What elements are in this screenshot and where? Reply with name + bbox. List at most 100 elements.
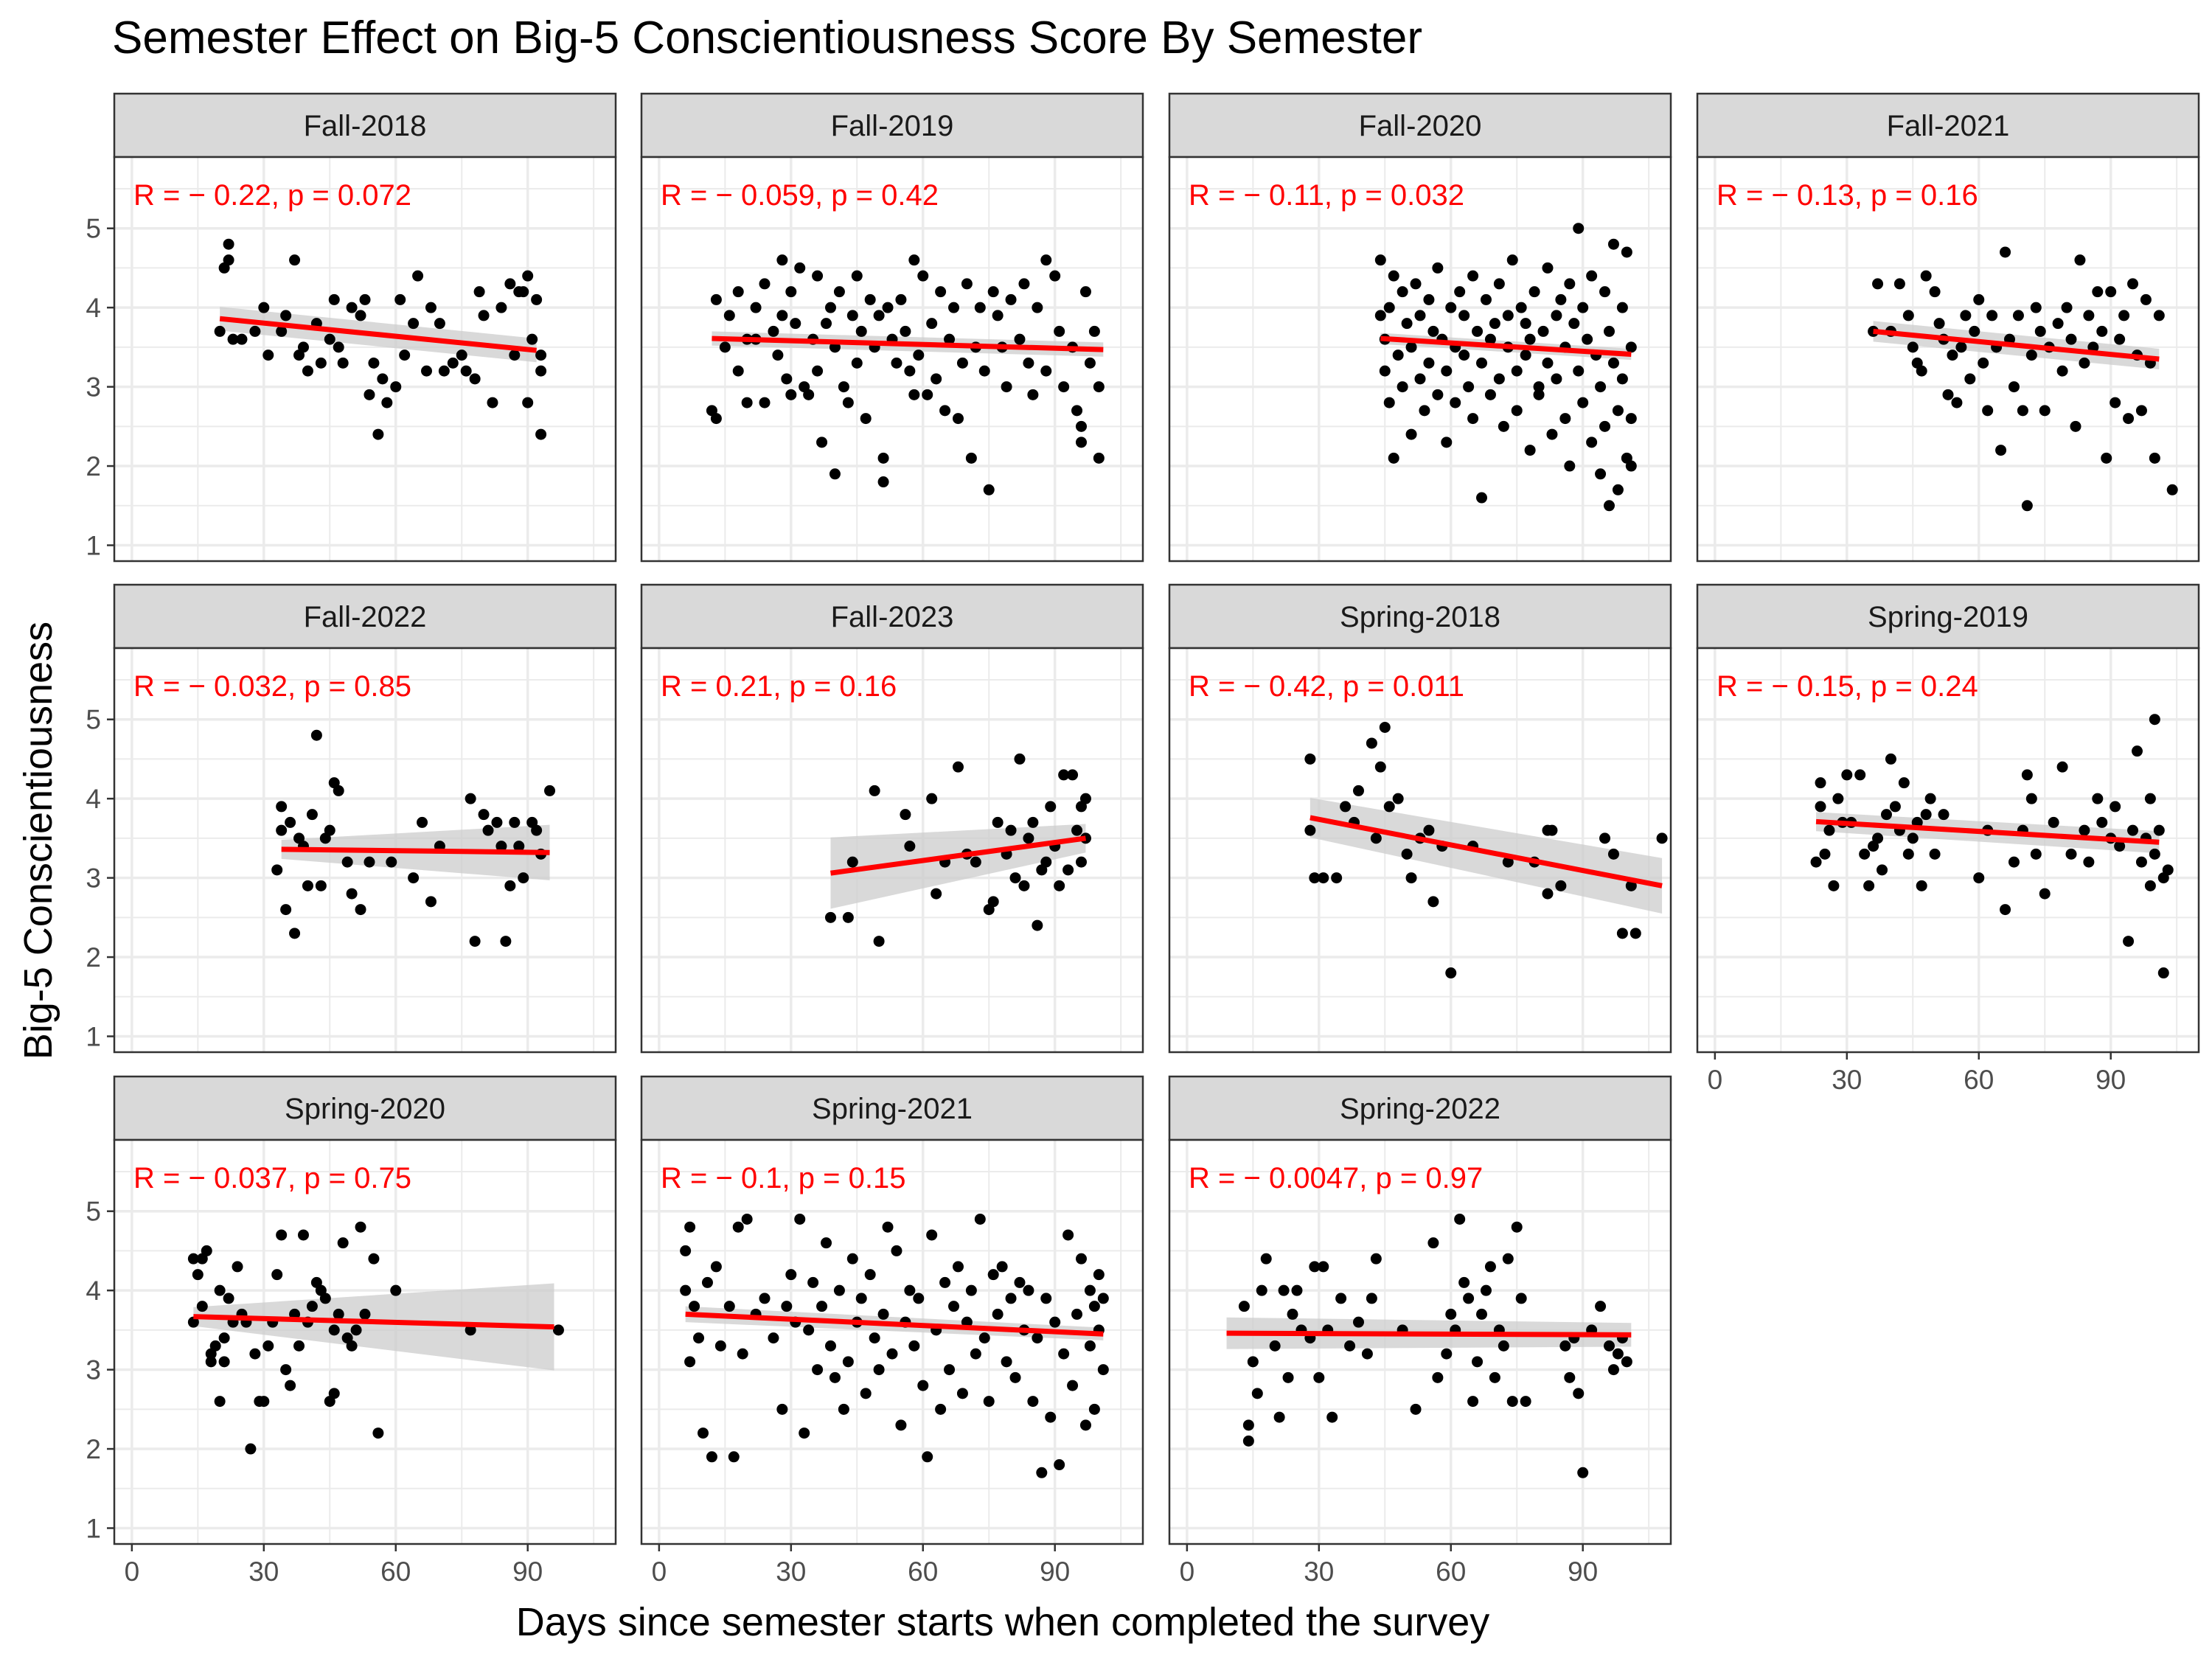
data-point: [952, 413, 964, 425]
data-point: [1005, 824, 1017, 836]
data-point: [1489, 1371, 1500, 1383]
data-point: [2127, 278, 2139, 290]
facet-strip: [640, 1075, 1144, 1141]
data-point: [1924, 793, 1936, 804]
data-point: [886, 1348, 898, 1360]
correlation-annotation: R = − 0.032, p = 0.85: [133, 670, 411, 703]
data-point: [1445, 1308, 1457, 1320]
data-point: [1071, 1308, 1083, 1320]
data-point: [1401, 318, 1413, 330]
data-point: [821, 1237, 832, 1249]
data-point: [280, 904, 292, 916]
data-point: [1331, 872, 1343, 884]
data-point: [2166, 484, 2178, 495]
data-point: [996, 1261, 1008, 1273]
data-point: [812, 270, 824, 282]
data-point: [1546, 428, 1558, 440]
y-tick-label: 3: [86, 1355, 101, 1385]
data-point: [1493, 278, 1505, 290]
data-point: [1379, 721, 1391, 733]
data-point: [276, 824, 288, 836]
data-point: [1515, 302, 1527, 313]
data-point: [341, 856, 353, 868]
data-point: [1463, 1293, 1475, 1304]
data-point: [1075, 420, 1087, 432]
data-point: [1427, 325, 1439, 337]
y-tick-label: 4: [86, 1276, 101, 1306]
data-point: [209, 1340, 221, 1352]
data-point: [1467, 1396, 1479, 1408]
panel-background: [641, 1140, 1143, 1544]
data-point: [1318, 872, 1329, 884]
data-point: [2065, 333, 2077, 345]
data-point: [737, 1348, 748, 1360]
data-point: [1564, 1371, 1576, 1383]
x-tick-label: 0: [1180, 1557, 1195, 1587]
data-point: [2052, 318, 2064, 330]
data-point: [1625, 413, 1637, 425]
data-point: [1361, 1348, 1373, 1360]
data-point: [904, 1284, 916, 1296]
data-point: [196, 1301, 208, 1312]
data-point: [408, 872, 420, 884]
data-point: [855, 1293, 867, 1304]
data-point: [258, 1396, 270, 1408]
data-point: [522, 270, 534, 282]
data-point: [974, 302, 986, 313]
data-point: [882, 302, 894, 313]
data-point: [1027, 1396, 1039, 1408]
data-point: [891, 1245, 902, 1256]
data-point: [2083, 310, 2095, 321]
data-point: [469, 373, 481, 385]
data-point: [824, 1340, 836, 1352]
data-point: [377, 373, 389, 385]
data-point: [1027, 389, 1039, 400]
data-point: [249, 1348, 261, 1360]
data-point: [232, 1261, 243, 1273]
panel-border: [113, 647, 617, 1054]
data-point: [1938, 809, 1950, 821]
data-point: [781, 373, 793, 385]
data-point: [1480, 1284, 1492, 1296]
data-point: [2025, 793, 2037, 804]
data-point: [399, 349, 411, 361]
data-point: [807, 1276, 819, 1288]
data-point: [522, 397, 534, 408]
data-point: [1018, 278, 1030, 290]
data-point: [425, 302, 437, 313]
data-point: [1423, 824, 1435, 836]
data-point: [236, 333, 248, 345]
data-point: [1001, 381, 1012, 393]
data-point: [1573, 365, 1585, 377]
data-point: [289, 254, 301, 266]
data-point: [992, 1308, 1004, 1320]
data-point: [364, 856, 375, 868]
y-tick-label: 1: [86, 1022, 101, 1052]
data-point: [1484, 333, 1496, 345]
data-point: [1454, 1213, 1466, 1225]
facet-strip-label: Spring-2019: [1868, 601, 2028, 633]
x-tick-label: 30: [248, 1557, 279, 1587]
data-point: [1520, 1396, 1531, 1408]
data-point: [1463, 381, 1475, 393]
data-point: [1551, 310, 1562, 321]
data-point: [2144, 793, 2156, 804]
data-point: [1075, 1253, 1087, 1265]
correlation-annotation: R = − 0.1, p = 0.15: [661, 1162, 905, 1194]
data-point: [214, 1284, 226, 1296]
data-point: [1313, 1371, 1325, 1383]
data-point: [1595, 468, 1607, 480]
facet-strip-label: Fall-2021: [1887, 110, 2010, 142]
data-point: [2135, 856, 2147, 868]
data-point: [280, 310, 292, 321]
data-point: [908, 254, 920, 266]
data-point: [1340, 801, 1352, 813]
data-point: [1067, 769, 1079, 781]
data-point: [1955, 341, 1967, 353]
data-point: [346, 302, 358, 313]
data-point: [1595, 381, 1607, 393]
data-point: [965, 452, 977, 464]
data-point: [1032, 919, 1043, 931]
data-point: [1045, 1411, 1057, 1423]
data-point: [1458, 1276, 1470, 1288]
